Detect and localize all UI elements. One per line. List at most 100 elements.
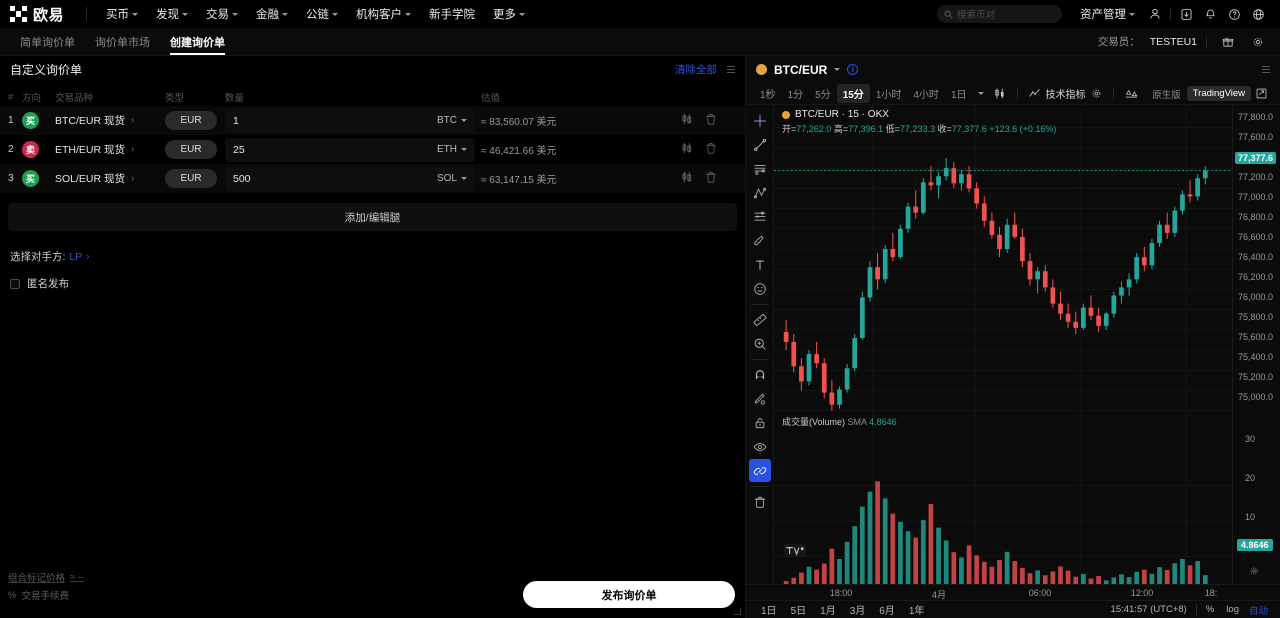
range-5d[interactable]: 5日 xyxy=(790,606,807,617)
view-tradingview-button[interactable]: TradingView xyxy=(1186,86,1251,101)
nav-item-trade[interactable]: 交易 xyxy=(197,6,247,22)
sync-drawings-icon[interactable] xyxy=(748,459,771,482)
leg-type-pill[interactable]: EUR xyxy=(165,111,217,130)
candlestick-chart-icon[interactable] xyxy=(681,113,693,128)
lock-icon[interactable] xyxy=(749,411,771,434)
side-badge[interactable]: 买 xyxy=(22,112,39,129)
rewards-button[interactable] xyxy=(1216,30,1240,54)
emoji-icon[interactable] xyxy=(749,277,771,300)
quantity-input[interactable]: 500 SOL xyxy=(225,166,475,191)
indicators-icon[interactable] xyxy=(1024,88,1046,99)
fib-retracement-icon[interactable] xyxy=(749,205,771,228)
chart-settings-icon[interactable] xyxy=(1086,88,1107,99)
info-icon[interactable]: i xyxy=(847,64,859,75)
edit-pencil-icon[interactable] xyxy=(749,387,771,410)
remove-drawings-icon[interactable] xyxy=(749,490,771,513)
timeframe-1d[interactable]: 1日 xyxy=(950,90,967,101)
delete-row-icon[interactable] xyxy=(705,142,717,157)
chevron-down-icon[interactable] xyxy=(834,68,841,71)
time-axis[interactable]: 18:00 4月 06:00 12:00 18: xyxy=(746,584,1280,600)
pitchfork-icon[interactable] xyxy=(749,181,771,204)
view-native-button[interactable]: 原生版 xyxy=(1152,89,1181,101)
timeframe-1s[interactable]: 1秒 xyxy=(760,90,776,101)
delete-row-icon[interactable] xyxy=(705,171,717,186)
quantity-input[interactable]: 25 ETH xyxy=(225,137,475,162)
resize-handle[interactable] xyxy=(734,608,741,615)
language-button[interactable] xyxy=(1246,2,1270,26)
nav-item-academy[interactable]: 新手学院 xyxy=(420,6,484,22)
log-scale-button[interactable]: log xyxy=(1226,604,1239,615)
help-button[interactable] xyxy=(1222,2,1246,26)
technical-indicators-button[interactable]: 技术指标 xyxy=(1045,90,1086,101)
text-tool-icon[interactable] xyxy=(749,253,771,276)
okx-logo[interactable]: 欧易 xyxy=(10,4,64,25)
download-app-button[interactable] xyxy=(1174,2,1198,26)
tradingview-logo-icon[interactable] xyxy=(784,544,806,562)
nav-item-institutional[interactable]: 机构客户 xyxy=(347,6,420,22)
tab-rfq-market[interactable]: 询价单市场 xyxy=(85,28,160,56)
publish-rfq-button[interactable]: 发布询价单 xyxy=(523,581,735,608)
quantity-currency-selector[interactable]: ETH xyxy=(437,144,467,155)
delete-row-icon[interactable] xyxy=(705,113,717,128)
instrument-selector[interactable]: BTC/EUR 现货 › xyxy=(55,113,165,128)
nav-item-chain[interactable]: 公链 xyxy=(297,6,347,22)
range-1d[interactable]: 1日 xyxy=(761,606,777,617)
quantity-currency-selector[interactable]: SOL xyxy=(437,173,467,184)
quantity-currency-selector[interactable]: BTC xyxy=(437,115,467,126)
percent-scale-button[interactable]: % xyxy=(1205,604,1215,615)
clear-all-button[interactable]: 清除全部 xyxy=(675,63,717,76)
fullscreen-icon[interactable] xyxy=(1251,88,1272,99)
zoom-in-icon[interactable] xyxy=(749,332,771,355)
horizontal-lines-icon[interactable] xyxy=(749,157,771,180)
magnet-icon[interactable] xyxy=(749,363,771,386)
auto-scale-button[interactable]: 自动 xyxy=(1248,605,1268,617)
timeframe-15m[interactable]: 15分 xyxy=(836,84,870,103)
brush-icon[interactable] xyxy=(749,229,771,252)
search-input[interactable]: 搜索币对 xyxy=(937,5,1062,23)
candlestick-chart-icon[interactable] xyxy=(681,142,693,157)
tab-simple-rfq[interactable]: 简单询价单 xyxy=(10,28,85,56)
price-tick: 75,600.0 xyxy=(1238,332,1274,342)
panel-drag-handle[interactable] xyxy=(727,65,735,73)
compare-symbol-icon[interactable] xyxy=(1120,88,1143,99)
add-edit-leg-button[interactable]: 添加/编辑腿 xyxy=(8,203,737,231)
chart-panel-drag-handle[interactable] xyxy=(1262,66,1270,73)
crosshair-icon[interactable] xyxy=(749,109,771,132)
leg-type-pill[interactable]: EUR xyxy=(165,169,217,188)
leg-type-pill[interactable]: EUR xyxy=(165,140,217,159)
timeframe-1h[interactable]: 1小时 xyxy=(875,90,902,101)
settings-button[interactable] xyxy=(1246,30,1270,54)
asset-management-menu[interactable]: 资产管理 xyxy=(1072,6,1143,22)
price-axis[interactable]: 77,800.0 77,600.0 77,377.6 77,200.0 77,0… xyxy=(1232,105,1280,584)
notifications-button[interactable] xyxy=(1198,2,1222,26)
timeframe-4h[interactable]: 4小时 xyxy=(913,90,939,101)
counterparty-value[interactable]: LP xyxy=(69,250,83,263)
side-badge[interactable]: 买 xyxy=(22,170,39,187)
quantity-input[interactable]: 1 BTC xyxy=(225,108,475,133)
visibility-eye-icon[interactable] xyxy=(749,435,771,458)
timeframe-dropdown-icon[interactable] xyxy=(973,92,989,95)
instrument-selector[interactable]: ETH/EUR 现货 › xyxy=(55,142,165,157)
range-1y[interactable]: 1年 xyxy=(908,606,925,617)
tab-create-rfq[interactable]: 创建询价单 xyxy=(160,28,235,56)
timeframe-5m[interactable]: 5分 xyxy=(815,90,831,101)
range-6m[interactable]: 6月 xyxy=(879,606,895,617)
candlestick-chart-icon[interactable] xyxy=(681,171,693,186)
checkbox-icon[interactable] xyxy=(10,278,20,289)
nav-item-discover[interactable]: 发现 xyxy=(147,6,197,22)
side-badge[interactable]: 卖 xyxy=(22,141,39,158)
range-3m[interactable]: 3月 xyxy=(849,606,866,617)
chart-plot-area[interactable]: BTC/EUR · 15 · OKX 开=77,262.0 高=77,396.1… xyxy=(774,105,1232,584)
measure-ruler-icon[interactable] xyxy=(749,308,771,331)
timeframe-1m[interactable]: 1分 xyxy=(787,90,804,101)
nav-item-finance[interactable]: 金融 xyxy=(247,6,297,22)
nav-item-more[interactable]: 更多 xyxy=(484,6,534,22)
anonymous-publish-toggle[interactable]: 匿名发布 xyxy=(10,276,745,291)
instrument-selector[interactable]: SOL/EUR 现货 › xyxy=(55,171,165,186)
range-1m[interactable]: 1月 xyxy=(820,606,836,617)
user-account-button[interactable] xyxy=(1143,2,1167,26)
chart-type-icon[interactable] xyxy=(989,88,1011,99)
trend-line-icon[interactable] xyxy=(749,133,771,156)
nav-item-buy-crypto[interactable]: 买币 xyxy=(97,6,147,22)
axis-settings-icon[interactable] xyxy=(1249,563,1259,581)
